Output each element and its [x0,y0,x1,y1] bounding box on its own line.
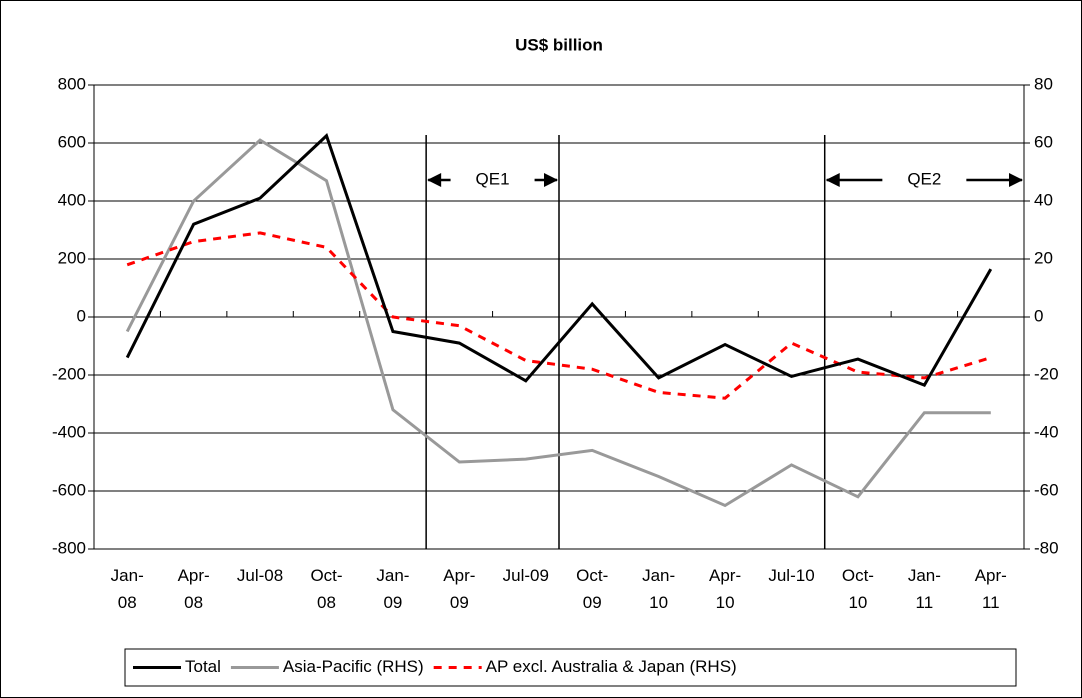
qe-arrowhead [825,173,840,187]
series-line [125,133,993,388]
x-tick-label: Oct-09 [576,566,608,612]
y2-tick-label: 0 [1034,306,1043,325]
x-tick-label: Jul-10 [768,566,814,585]
x-tick-label: Jan-10 [642,566,675,612]
y-tick-label: 600 [58,132,86,151]
y-tick-label: 200 [58,248,86,267]
y2-tick-label: -80 [1034,538,1059,557]
x-tick-label: Oct-08 [310,566,342,612]
x-tick-label: Jan-08 [111,566,144,612]
legend-label: AP excl. Australia & Japan (RHS) [486,657,737,676]
y2-tick-label: -40 [1034,422,1059,441]
y-tick-label: -800 [52,538,86,557]
y-tick-label: -200 [52,364,86,383]
y2-tick-label: 20 [1034,248,1053,267]
qe-arrowhead [1009,173,1023,187]
qe-label: QE1 [476,169,510,188]
x-tick-label: Apr-08 [178,566,210,612]
series-line [125,138,991,508]
qe-arrowhead [544,173,558,187]
legend-label: Total [185,657,221,676]
x-tick-label: Apr-10 [709,566,741,612]
y2-tick-label: 40 [1034,190,1053,209]
y-tick-label: 800 [58,74,86,93]
y2-tick-label: -20 [1034,364,1059,383]
x-tick-label: Apr-11 [975,566,1007,612]
x-tick-label: Apr-09 [443,566,475,612]
y-tick-label: 400 [58,190,86,209]
x-tick-label: Jan-09 [376,566,409,612]
qe-label: QE2 [907,169,941,188]
x-tick-label: Jan-11 [908,566,941,612]
y-tick-label: -600 [52,480,86,499]
chart-title: US$ billion [515,35,603,54]
x-tick-label: Oct-10 [842,566,874,612]
legend-label: Asia-Pacific (RHS) [283,657,424,676]
y2-tick-label: 60 [1034,132,1053,151]
y2-tick-label: -60 [1034,480,1059,499]
y-tick-label: 0 [77,306,86,325]
qe-arrowhead [427,173,442,187]
x-tick-label: Jul-08 [237,566,283,585]
y-tick-label: -400 [52,422,86,441]
y2-tick-label: 80 [1034,74,1053,93]
x-tick-label: Jul-09 [503,566,549,585]
